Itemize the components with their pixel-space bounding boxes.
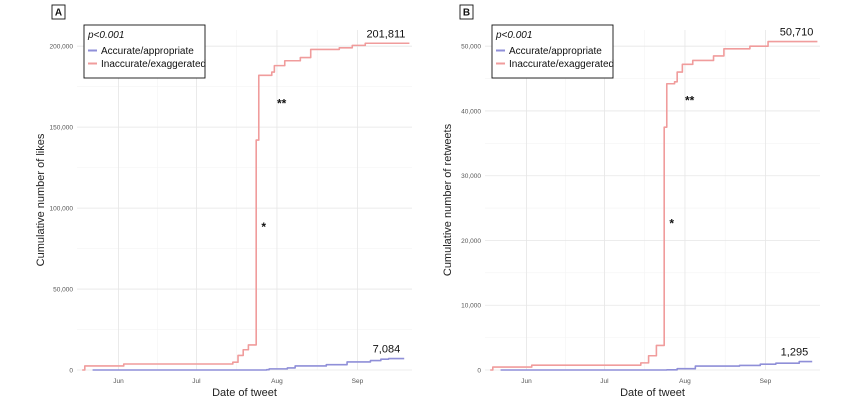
significance-marker: * <box>261 220 266 234</box>
y-axis-title: Cumulative number of retweets <box>442 123 454 276</box>
panel-label-text: A <box>55 8 62 19</box>
end-value-label: 1,295 <box>781 347 809 359</box>
legend-entry: Accurate/appropriate <box>509 46 602 57</box>
y-tick-label: 10,000 <box>461 303 481 310</box>
y-tick-label: 40,000 <box>461 108 481 115</box>
x-tick-label: Jun <box>113 378 124 385</box>
series-line-accurate <box>500 360 813 371</box>
legend: p<0.001 Accurate/appropriate Inaccurate/ex… <box>83 24 206 79</box>
legend-box <box>83 24 206 79</box>
y-tick-label: 200,000 <box>50 44 74 51</box>
legend-entry: Inaccurate/exaggerated <box>509 59 614 70</box>
legend-annotation: p<0.001 <box>87 30 124 41</box>
x-axis-title: Date of tweet <box>620 387 685 399</box>
x-tick-label: Jul <box>192 378 201 385</box>
legend-entry: Accurate/appropriate <box>101 46 194 57</box>
significance-marker: * <box>669 217 674 231</box>
x-axis-title: Date of tweet <box>212 387 277 399</box>
panel-label-box <box>51 4 66 20</box>
x-tick-label: Sep <box>760 378 772 385</box>
y-tick-label: 0 <box>477 368 481 375</box>
significance-marker: ** <box>277 97 287 111</box>
panel-b: 0 10,000 20,000 30,000 40,000 50,000 Jun Jul Aug… <box>442 4 820 399</box>
panel-label: A <box>51 4 66 20</box>
y-tick-label: 150,000 <box>50 125 74 132</box>
end-value-label: 201,811 <box>366 28 405 40</box>
x-tick-label: Jul <box>600 378 609 385</box>
x-tick-label: Aug <box>679 378 691 385</box>
y-tick-label: 0 <box>69 368 73 375</box>
y-tick-label: 30,000 <box>461 173 481 180</box>
legend-box <box>491 24 614 79</box>
significance-marker: ** <box>685 93 695 107</box>
end-value-label: 7,084 <box>373 344 401 356</box>
legend-annotation: p<0.001 <box>495 30 532 41</box>
series-line-accurate <box>92 357 405 371</box>
panel-label: B <box>459 4 474 20</box>
y-axis-title: Cumulative number of likes <box>35 133 47 266</box>
y-tick-label: 100,000 <box>50 206 74 213</box>
panel-label-text: B <box>463 8 470 19</box>
y-tick-label: 50,000 <box>53 287 73 294</box>
x-tick-label: Aug <box>271 378 283 385</box>
series-line-inaccurate <box>490 40 818 371</box>
x-tick-label: Jun <box>521 378 532 385</box>
legend: p<0.001 Accurate/appropriate Inaccurate/ex… <box>491 24 614 79</box>
x-tick-label: Sep <box>352 378 364 385</box>
panel-label-box <box>459 4 474 20</box>
legend-entry: Inaccurate/exaggerated <box>101 59 206 70</box>
y-tick-label: 50,000 <box>461 44 481 51</box>
panel-a: 0 50,000 100,000 150,000 200,000 Jun Jul Aug Sep… <box>35 4 412 399</box>
y-tick-label: 20,000 <box>461 238 481 245</box>
end-value-label: 50,710 <box>780 27 814 39</box>
series-line-inaccurate <box>82 42 410 371</box>
